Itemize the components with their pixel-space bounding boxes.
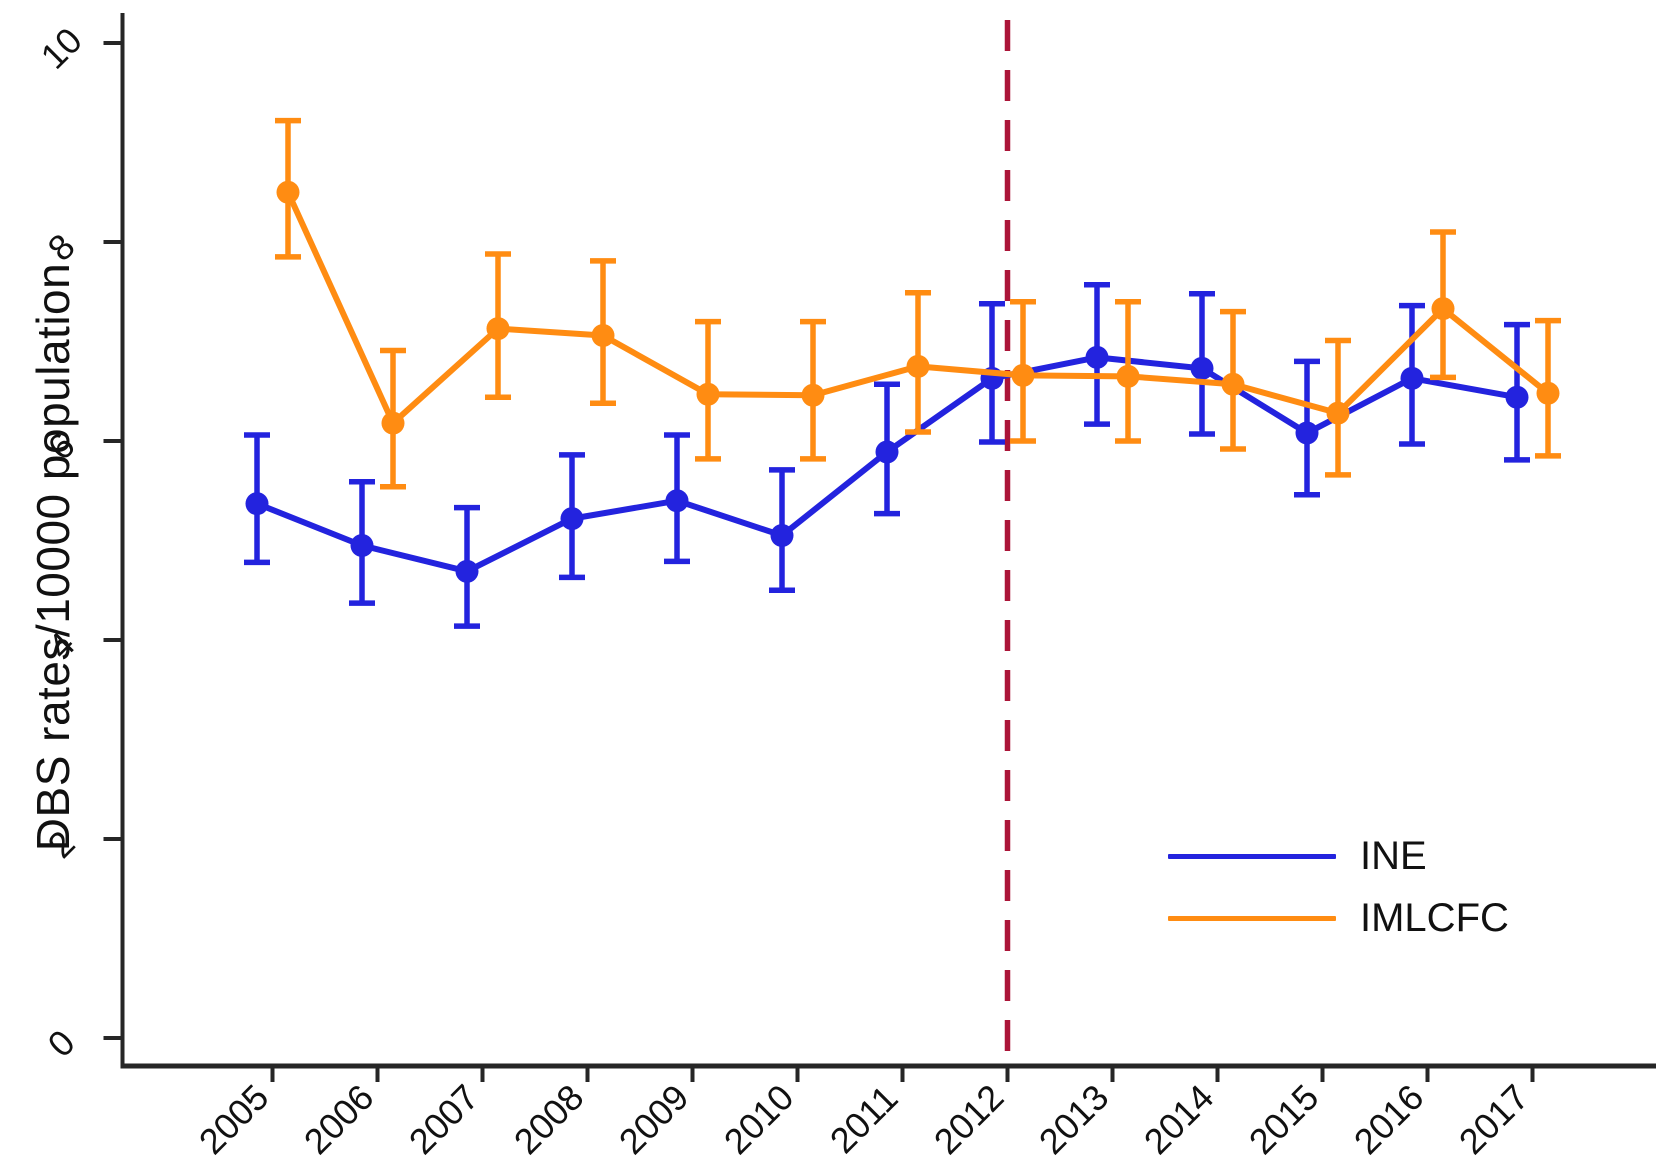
x-tick-label: 2007 [401,1076,487,1162]
legend-line-imlcfc-icon [1168,915,1336,921]
data-point-imlcfc-2017 [1536,381,1560,405]
legend-label-ine: INE [1360,834,1427,878]
legend-label-imlcfc: IMLCFC [1360,896,1509,940]
legend: INE IMLCFC [1168,836,1509,938]
x-tick-label: 2016 [1346,1076,1432,1162]
data-point-ine-2011 [875,440,899,464]
x-tick-label: 2015 [1241,1076,1327,1162]
x-tick-label: 2017 [1451,1076,1537,1162]
data-point-imlcfc-2005 [276,180,300,204]
x-tick-label: 2012 [926,1076,1012,1162]
data-point-ine-2006 [350,533,374,557]
x-tick-label: 2006 [296,1076,382,1162]
y-tick-label: 0 [40,1022,83,1065]
x-tick-label: 2014 [1136,1076,1222,1162]
data-point-imlcfc-2015 [1326,401,1350,425]
data-point-imlcfc-2012 [1011,363,1035,387]
data-point-ine-2008 [560,507,584,531]
data-point-ine-2016 [1400,366,1424,390]
x-tick-label: 2011 [822,1077,906,1161]
x-tick-label: 2013 [1031,1076,1117,1162]
data-point-imlcfc-2016 [1431,297,1455,321]
data-point-imlcfc-2011 [906,354,930,378]
y-axis-title: DBS rates/10000 population [27,262,79,852]
x-tick-label: 2009 [611,1076,697,1162]
data-point-ine-2005 [245,492,269,516]
legend-line-ine-icon [1168,853,1336,859]
data-point-imlcfc-2008 [591,324,615,348]
data-point-ine-2007 [455,559,479,583]
data-point-imlcfc-2013 [1116,364,1140,388]
data-point-ine-2015 [1295,421,1319,445]
data-point-imlcfc-2014 [1221,372,1245,396]
x-tick-label: 2008 [506,1076,592,1162]
y-tick-label: 10 [33,20,90,77]
data-point-imlcfc-2006 [381,411,405,435]
x-tick-label: 2010 [716,1076,802,1162]
data-point-imlcfc-2009 [696,382,720,406]
data-point-imlcfc-2010 [801,383,825,407]
data-point-ine-2014 [1190,356,1214,380]
data-point-ine-2010 [770,524,794,548]
data-point-ine-2009 [665,489,689,513]
data-point-ine-2017 [1505,385,1529,409]
x-tick-label: 2005 [191,1076,277,1162]
legend-item-imlcfc: IMLCFC [1168,898,1509,938]
data-point-ine-2013 [1085,345,1109,369]
legend-item-ine: INE [1168,836,1509,876]
data-point-imlcfc-2007 [486,317,510,341]
